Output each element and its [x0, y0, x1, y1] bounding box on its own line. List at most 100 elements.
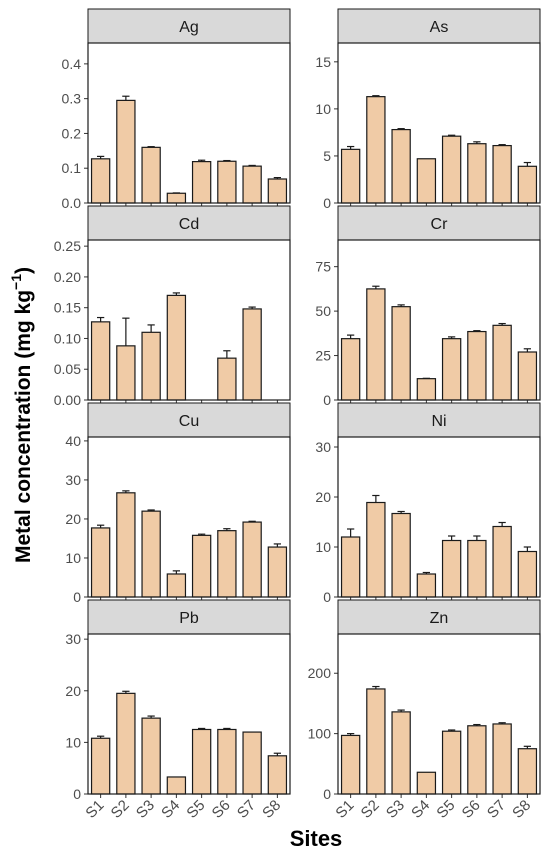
- bar-ni-s1: [340, 536, 361, 598]
- bar-ni-s2: [366, 501, 386, 598]
- y-tick-label-cr: 50: [315, 303, 331, 319]
- bar-ag-s2: [116, 99, 136, 204]
- y-tick-label-zn: 0: [323, 786, 331, 802]
- y-tick-label-cd: 0.05: [54, 361, 81, 377]
- y-tick-label-cu: 20: [65, 511, 81, 527]
- bar-zn-s5: [441, 730, 462, 795]
- bar-as-s8: [517, 165, 538, 204]
- x-tick-label-zn-s2: S2: [358, 797, 383, 822]
- bar-cu-s6: [217, 530, 237, 598]
- y-tick-label-pb: 30: [65, 631, 81, 647]
- bar-cd-s1: [90, 321, 111, 401]
- bar-cu-s7: [242, 521, 262, 598]
- bar-as-s5: [441, 135, 462, 204]
- bar-pb-s4: [166, 776, 187, 795]
- bar-pb-s6: [217, 728, 237, 795]
- bar-ag-s7: [242, 165, 262, 204]
- x-tick-label-pb-s5: S5: [183, 797, 208, 822]
- y-tick-label-cu: 0: [73, 589, 81, 605]
- bar-cr-s3: [391, 306, 411, 401]
- bar-ni-s7: [492, 525, 512, 598]
- x-tick-label-zn-s1: S1: [332, 797, 357, 822]
- panel-border-as: [337, 42, 541, 204]
- bar-as-s4: [416, 158, 437, 204]
- panel-border-ag: [87, 42, 291, 204]
- bar-ag-s4: [166, 192, 187, 204]
- x-tick-label-zn-s7: S7: [484, 797, 509, 822]
- y-tick-label-ni: 0: [323, 589, 331, 605]
- bar-cr-s7: [492, 324, 512, 401]
- facet-title-ni: Ni: [431, 413, 446, 430]
- bar-cd-s3: [141, 331, 161, 401]
- facet-title-as: As: [430, 19, 449, 36]
- bar-pb-s3: [141, 717, 161, 795]
- x-tick-label-zn-s8: S8: [509, 797, 534, 822]
- facet-strip-cd: [87, 205, 291, 241]
- y-tick-label-ag: 0.4: [62, 56, 82, 72]
- x-tick-label-zn-s4: S4: [408, 797, 433, 822]
- y-axis-title: Metal concentration (mg kg−1): [8, 267, 35, 563]
- y-tick-label-pb: 0: [73, 786, 81, 802]
- y-tick-label-as: 10: [315, 101, 331, 117]
- bar-as-s1: [340, 148, 361, 204]
- panel-border-cu: [87, 436, 291, 598]
- bar-cr-s5: [441, 338, 462, 401]
- bar-cu-s5: [191, 534, 212, 598]
- facet-title-pb: Pb: [179, 610, 199, 627]
- y-tick-label-cr: 25: [315, 348, 331, 364]
- bar-ni-s8: [517, 550, 538, 598]
- y-tick-label-ag: 0.1: [62, 160, 82, 176]
- y-tick-label-ag: 0.3: [62, 91, 82, 107]
- bar-cu-s2: [116, 492, 136, 598]
- y-tick-label-as: 0: [323, 195, 331, 211]
- x-tick-label-pb-s6: S6: [209, 797, 234, 822]
- x-tick-label-pb-s8: S8: [259, 797, 284, 822]
- x-tick-label-pb-s7: S7: [234, 797, 259, 822]
- facet-title-cd: Cd: [179, 216, 199, 233]
- bar-cd-s2: [116, 345, 136, 401]
- bar-cu-s4: [166, 573, 187, 598]
- y-tick-label-cd: 0.00: [54, 392, 81, 408]
- bar-cd-s7: [242, 308, 262, 401]
- y-tick-label-zn: 200: [308, 665, 332, 681]
- bar-pb-s8: [267, 755, 288, 795]
- y-tick-label-cu: 30: [65, 472, 81, 488]
- y-tick-label-cd: 0.20: [54, 269, 81, 285]
- facet-title-cr: Cr: [431, 216, 449, 233]
- facet-strip-zn: [337, 599, 541, 635]
- y-axis-title-close: ): [12, 267, 35, 274]
- bar-zn-s8: [517, 748, 538, 795]
- y-tick-label-cd: 0.10: [54, 330, 81, 346]
- bar-cr-s4: [416, 378, 437, 401]
- y-tick-label-cd: 0.15: [54, 300, 81, 316]
- bar-pb-s5: [191, 728, 212, 795]
- bar-cu-s8: [267, 546, 288, 598]
- bar-zn-s4: [416, 771, 437, 795]
- x-tick-label-pb-s3: S3: [133, 797, 158, 822]
- y-tick-label-pb: 10: [65, 734, 81, 750]
- facet-title-cu: Cu: [179, 413, 199, 430]
- bar-pb-s1: [90, 737, 111, 795]
- bar-pb-s2: [116, 692, 136, 795]
- bar-ni-s6: [467, 539, 487, 598]
- x-tick-label-zn-s3: S3: [383, 797, 408, 822]
- bar-as-s7: [492, 144, 512, 204]
- x-axis-title: Sites: [290, 826, 343, 851]
- bar-as-s3: [391, 128, 411, 204]
- y-tick-label-ag: 0.0: [62, 195, 82, 211]
- x-tick-label-pb-s2: S2: [108, 797, 133, 822]
- bar-ag-s8: [267, 178, 288, 204]
- bar-cu-s1: [90, 527, 111, 598]
- y-axis-title-main: Metal concentration (mg kg: [12, 290, 35, 563]
- y-tick-label-cu: 10: [65, 550, 81, 566]
- bar-ag-s5: [191, 161, 212, 204]
- x-tick-label-pb-s1: S1: [82, 797, 107, 822]
- facet-strip-cr: [337, 205, 541, 241]
- bar-zn-s7: [492, 723, 512, 795]
- y-tick-label-zn: 100: [308, 726, 332, 742]
- bar-ag-s3: [141, 146, 161, 204]
- bar-ni-s5: [441, 539, 462, 598]
- bar-cd-s4: [166, 294, 187, 401]
- bar-cr-s8: [517, 351, 538, 401]
